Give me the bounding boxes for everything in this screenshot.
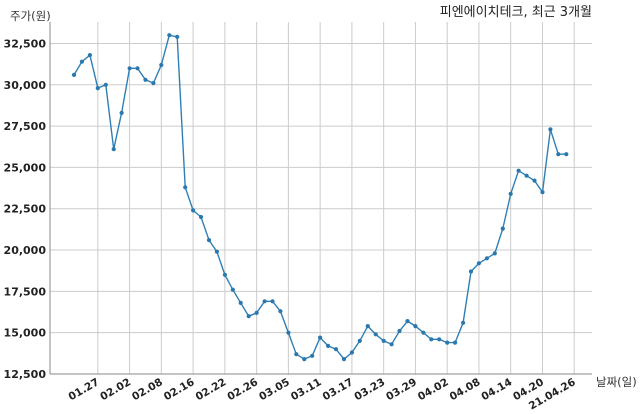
data-point <box>270 299 275 304</box>
data-point <box>151 81 156 86</box>
data-point <box>373 332 378 337</box>
data-point <box>286 330 291 335</box>
data-point <box>381 338 386 343</box>
data-point <box>476 261 481 266</box>
data-point <box>516 168 521 173</box>
data-point <box>397 328 402 334</box>
y-tick-label: 27,500 <box>4 120 47 133</box>
x-tick-label: 03.17 <box>321 376 356 403</box>
x-tick-label: 03.11 <box>289 376 324 403</box>
data-point <box>556 152 561 157</box>
data-point <box>405 319 410 324</box>
x-tick-label: 02.08 <box>130 376 165 403</box>
data-point <box>214 249 219 254</box>
x-tick-label: 04.02 <box>416 376 451 403</box>
y-tick-labels: 12,500 15,000 17,500 20,000 22,500 25,000 27,5… <box>4 37 47 381</box>
data-point <box>564 152 569 157</box>
data-point <box>532 178 537 183</box>
x-tick-label: 01.27 <box>67 376 102 403</box>
y-axis-label: 주가(원) <box>10 9 51 23</box>
x-tick-label: 03.29 <box>384 376 419 403</box>
data-point <box>508 191 513 196</box>
y-tick-label: 25,000 <box>4 161 47 174</box>
data-point <box>198 214 204 220</box>
data-point <box>143 77 148 82</box>
data-point <box>95 86 100 91</box>
data-point <box>349 350 354 355</box>
gridlines <box>50 22 592 375</box>
data-point <box>206 238 212 243</box>
data-point <box>230 287 235 292</box>
axes <box>49 22 592 375</box>
data-point <box>278 309 283 314</box>
data-point <box>254 310 259 315</box>
data-point <box>79 59 84 64</box>
y-tick-label: 22,500 <box>4 203 47 216</box>
data-point <box>183 185 188 190</box>
data-point <box>421 330 426 335</box>
chart-title: 피엔에이치테크, 최근 3개월 <box>440 5 592 20</box>
data-point <box>103 82 108 87</box>
data-point <box>127 66 132 71</box>
y-tick-label: 20,000 <box>4 244 47 257</box>
data-point <box>524 173 529 178</box>
data-point <box>294 352 299 357</box>
y-tick-label: 17,500 <box>4 285 47 298</box>
data-point <box>119 110 124 115</box>
data-point <box>413 324 418 329</box>
x-axis-label: 날짜(일) <box>596 375 637 389</box>
data-point <box>246 314 251 319</box>
data-point <box>453 340 458 345</box>
data-point <box>500 226 505 231</box>
x-tick-label: 03.23 <box>352 376 387 403</box>
data-point <box>87 53 92 58</box>
x-tick-label: 04.08 <box>448 376 483 403</box>
data-point <box>429 337 434 342</box>
data-point <box>191 208 196 213</box>
x-tick-label: 03.05 <box>257 376 292 403</box>
y-tick-label: 30,000 <box>4 79 47 92</box>
data-point <box>437 337 442 342</box>
data-point <box>333 347 339 352</box>
data-point <box>302 357 307 362</box>
data-point <box>310 353 315 358</box>
data-point <box>326 343 331 348</box>
data-point <box>548 127 553 132</box>
x-tick-label: 02.16 <box>162 376 197 403</box>
x-tick-labels: 01.2702.0202.0802.1602.2202.2603.0503.11… <box>67 376 578 412</box>
data-point <box>318 335 323 340</box>
data-point <box>238 300 243 305</box>
data-point <box>111 147 116 152</box>
data-point <box>262 299 267 304</box>
data-point <box>540 190 545 195</box>
data-point <box>461 320 466 325</box>
data-point <box>468 269 474 274</box>
x-tick-label: 02.26 <box>225 376 260 403</box>
data-point <box>341 357 347 362</box>
data-point <box>484 256 489 261</box>
x-tick-label: 02.02 <box>98 376 133 403</box>
data-point <box>167 33 172 38</box>
data-point <box>159 62 164 68</box>
data-point <box>357 338 362 343</box>
data-point <box>175 34 180 40</box>
y-tick-label: 32,500 <box>4 37 47 50</box>
x-tick-label: 02.22 <box>194 376 229 403</box>
y-tick-label: 12,500 <box>4 368 47 381</box>
data-point <box>389 342 394 347</box>
data-point <box>365 324 370 329</box>
data-point <box>492 251 497 256</box>
data-point <box>222 272 227 277</box>
data-point <box>135 66 140 71</box>
series <box>71 33 569 362</box>
data-point <box>445 340 450 345</box>
data-point <box>71 72 77 77</box>
x-tick-label: 04.14 <box>479 376 514 403</box>
y-tick-label: 15,000 <box>4 327 47 340</box>
